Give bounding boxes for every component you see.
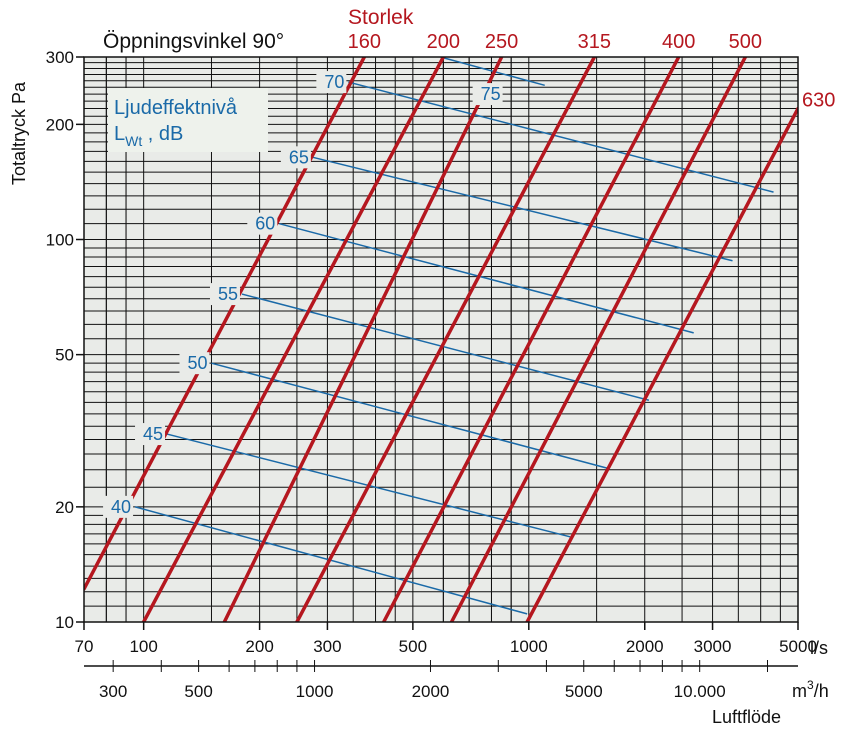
y-tick-label: 50 [55, 346, 74, 365]
sound-label-50: 50 [187, 353, 207, 373]
y-tick-label: 10 [55, 613, 74, 632]
x2-tick-label: 2000 [412, 682, 450, 701]
sound-line-60 [279, 222, 694, 334]
size-title: Storlek [348, 6, 414, 29]
sound-label-bg [472, 83, 503, 106]
x2-tick-label: 10.000 [674, 682, 726, 701]
x-tick-label: 1000 [510, 637, 548, 656]
sound-label-bg [135, 423, 166, 446]
sound-legend-line2: LWt , dB [114, 123, 183, 149]
size-line-315 [295, 57, 597, 622]
x-tick-label: 500 [399, 637, 427, 656]
sound-legend-box [108, 88, 268, 152]
x2-tick-label: 500 [184, 682, 212, 701]
x-tick-label: 2000 [626, 637, 664, 656]
sound-label-bg [209, 283, 240, 306]
sound-line-75 [440, 57, 545, 87]
sound-label-45: 45 [143, 424, 163, 444]
sound-label-bg [103, 495, 134, 518]
sound-label-65: 65 [289, 147, 309, 167]
sound-label-75: 75 [481, 84, 501, 104]
size-line-500 [449, 57, 748, 622]
plot-frame [83, 56, 799, 623]
sound-label-60: 60 [255, 214, 275, 234]
y-tick-label: 200 [46, 115, 74, 134]
size-label-200: 200 [427, 31, 460, 53]
x-unit-m3h-tail: /h [814, 681, 829, 701]
x2-tick-label: 1000 [296, 682, 334, 701]
size-line-630 [525, 106, 798, 622]
size-line-200 [141, 57, 446, 622]
x-axis-label-bottom: Luftflöde [712, 707, 781, 727]
sound-label-55: 55 [218, 284, 238, 304]
x-unit-ls: l/s [810, 638, 828, 658]
x-tick-label: 300 [313, 637, 341, 656]
sound-legend-db: , dB [142, 123, 183, 145]
x-tick-label: 3000 [694, 637, 732, 656]
x-tick-label: 200 [245, 637, 273, 656]
size-line-250 [222, 57, 504, 622]
sound-legend-sub: Wt [125, 133, 142, 149]
size-line-400 [381, 57, 681, 622]
x-unit-m3h: m3/h [792, 678, 829, 701]
size-label-630: 630 [802, 90, 835, 112]
sound-legend-line1: Ljudeffektnivå [114, 97, 238, 119]
y-tick-label: 20 [55, 498, 74, 517]
x-unit-m3h-base: m [792, 681, 807, 701]
y-tick-label: 100 [46, 230, 74, 249]
sound-label-70: 70 [324, 72, 344, 92]
sound-label-40: 40 [111, 497, 131, 517]
series-label-layer: 160 200 250 315 400 500 630 40 45 50 55 60 65 70 75 [103, 31, 835, 518]
y-axis-label: Totaltryck Pa [9, 81, 29, 185]
x2-tick-layer: 300 500 1000 2000 5000 10.000 [99, 660, 769, 701]
size-label-160: 160 [348, 31, 381, 53]
sound-label-bg [179, 352, 210, 375]
y-tick-label: 300 [46, 48, 74, 67]
x-tick-label: 100 [129, 637, 157, 656]
x2-tick-label: 5000 [565, 682, 603, 701]
sound-label-bg [280, 146, 311, 169]
size-label-250: 250 [485, 31, 518, 53]
size-label-315: 315 [578, 31, 611, 53]
sound-legend-L: L [114, 123, 125, 145]
tick-layer: 70 100 200 300 500 1000 2000 3000 5000 10 20 50 100 2… [46, 48, 817, 656]
size-label-400: 400 [662, 31, 695, 53]
sound-label-bg [316, 71, 347, 94]
x-unit-m3h-sup: 3 [807, 678, 814, 692]
x2-tick-label: 300 [99, 682, 127, 701]
sound-label-bg [247, 212, 278, 235]
chart-title: Öppningsvinkel 90° [103, 30, 284, 53]
size-label-500: 500 [729, 31, 762, 53]
x-tick-label: 5000 [779, 637, 817, 656]
x-tick-label: 70 [75, 637, 94, 656]
